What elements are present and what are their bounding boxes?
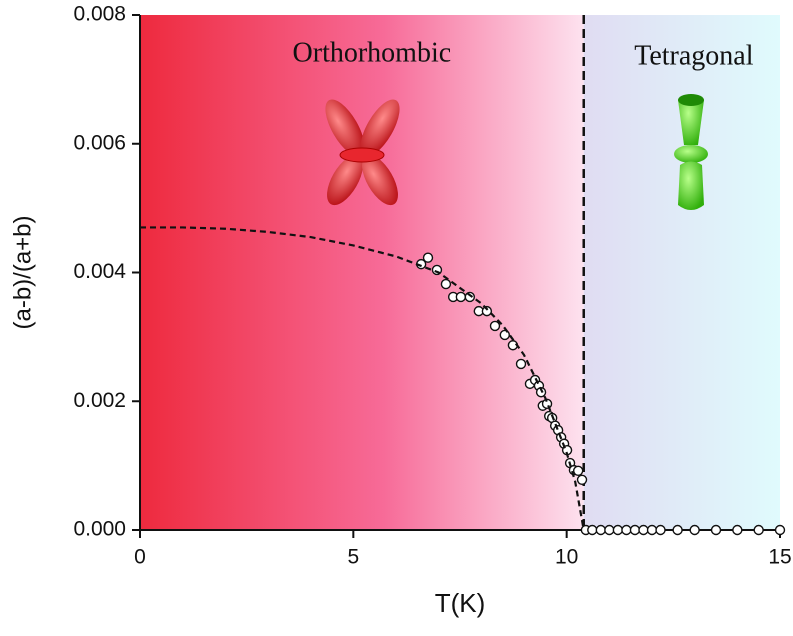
x-tick-label: 15	[768, 546, 791, 569]
orbital-red	[325, 99, 400, 206]
y-tick-label: 0.000	[73, 518, 126, 541]
data-point	[655, 524, 666, 536]
y-tick-label: 0.004	[73, 260, 126, 283]
data-point	[595, 524, 606, 536]
y-tick-label: 0.002	[73, 389, 126, 412]
data-point	[732, 524, 743, 536]
y-tick-label: 0.006	[73, 131, 126, 154]
data-point	[612, 524, 624, 536]
tetragonal-region	[583, 15, 780, 530]
x-axis-label: T(K)	[435, 588, 486, 618]
x-tick-label: 5	[347, 546, 359, 569]
data-point	[604, 524, 615, 536]
data-point	[481, 305, 493, 317]
data-point	[572, 465, 584, 476]
x-tick-label: 10	[555, 546, 578, 569]
x-tick-label: 0	[134, 546, 146, 569]
data-point	[672, 524, 683, 536]
data-point	[587, 524, 598, 536]
data-point	[455, 291, 467, 303]
annotation: Tetragonal	[634, 40, 754, 71]
data-point	[710, 524, 722, 536]
data-point	[576, 474, 588, 485]
y-axis-label: (a-b)/(a+b)	[9, 215, 36, 329]
fit-curve	[140, 226, 585, 531]
data-point	[440, 278, 452, 290]
data-point	[753, 524, 764, 536]
data-point	[621, 524, 632, 536]
y-tick-label: 0.008	[73, 3, 126, 26]
orbital-green	[674, 94, 708, 210]
data-point	[638, 524, 649, 536]
data-point	[774, 524, 786, 536]
data-point	[646, 524, 658, 536]
orthorhombic-region	[140, 15, 584, 530]
data-point	[422, 252, 434, 263]
data-point	[515, 358, 527, 370]
annotation: Orthorhombic	[293, 37, 452, 68]
data-point	[689, 524, 700, 536]
data-point	[489, 320, 501, 332]
data-point	[629, 524, 641, 536]
data-point	[499, 329, 510, 341]
